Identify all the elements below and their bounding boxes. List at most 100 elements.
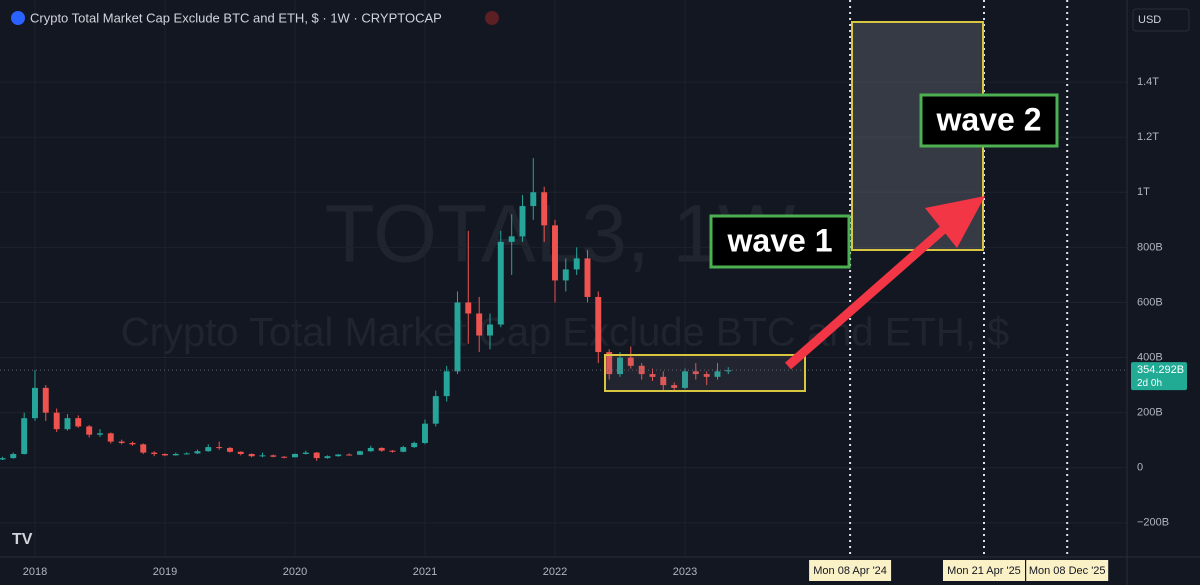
annotation-box bbox=[919, 93, 1059, 148]
candle-body bbox=[237, 451, 244, 454]
candle-body bbox=[140, 444, 147, 453]
date-marker-box bbox=[809, 560, 892, 581]
annotation-box bbox=[709, 214, 851, 269]
candle-body bbox=[487, 324, 493, 336]
candle-body bbox=[530, 192, 537, 207]
candle-body bbox=[86, 426, 93, 435]
symbol-icon bbox=[11, 11, 25, 25]
watermark-name: Crypto Total Market Cap Exclude BTC and … bbox=[121, 311, 1010, 355]
candle-body bbox=[606, 352, 613, 375]
candle-body bbox=[508, 236, 515, 242]
candle-body bbox=[227, 447, 233, 452]
candle-body bbox=[584, 258, 591, 297]
y-tick-label: 1.4T bbox=[1137, 76, 1159, 88]
last-price-label: 354.292B bbox=[1137, 364, 1184, 376]
candle-body bbox=[292, 453, 298, 458]
candle-body bbox=[324, 456, 331, 459]
candle-body bbox=[367, 447, 374, 452]
x-tick-label: 2018 bbox=[23, 566, 47, 578]
candle-body bbox=[205, 447, 212, 452]
annotation: wave 2 bbox=[936, 101, 1042, 137]
axes: −200B 0 200B 400B 600B 800B 1T 1.2T 1.4T 2018 2019… bbox=[23, 76, 1187, 581]
candle-body bbox=[183, 453, 190, 455]
candle-body bbox=[573, 258, 580, 270]
arrow-shaft bbox=[785, 224, 948, 370]
candle-body bbox=[476, 313, 483, 336]
x-tick-label: 2023 bbox=[673, 566, 697, 578]
candle-body bbox=[562, 269, 569, 281]
candle-body bbox=[552, 225, 558, 281]
candle-body bbox=[53, 412, 60, 430]
candles bbox=[0, 158, 1127, 461]
candle-body bbox=[682, 371, 688, 388]
date-marker-box bbox=[942, 560, 1025, 581]
alert-icon bbox=[485, 11, 499, 25]
y-tick-label: 200B bbox=[1137, 407, 1163, 419]
candle-body bbox=[519, 206, 526, 237]
currency[interactable]: USD bbox=[1138, 14, 1161, 26]
candle-body bbox=[389, 450, 396, 452]
candle-body bbox=[335, 454, 342, 457]
candle-body bbox=[302, 452, 309, 454]
logo: TV bbox=[12, 531, 33, 548]
y-tick-label: 0 bbox=[1137, 462, 1143, 474]
y-tick-label: 1.2T bbox=[1137, 131, 1159, 143]
candle-body bbox=[270, 455, 277, 457]
candle-body bbox=[595, 296, 602, 353]
candle-body bbox=[129, 442, 136, 445]
candle-body bbox=[400, 447, 407, 452]
candle-body bbox=[118, 441, 125, 443]
candle-body bbox=[151, 452, 158, 454]
candle-body bbox=[443, 371, 450, 397]
candle-body bbox=[216, 447, 223, 449]
y-tick-label: 1T bbox=[1137, 186, 1150, 198]
candle-body bbox=[357, 451, 363, 455]
candle-body bbox=[422, 423, 428, 443]
annotation: wave 1 bbox=[727, 222, 833, 258]
candle-body bbox=[454, 302, 461, 372]
y-tick-label: 600B bbox=[1137, 296, 1163, 308]
x-tick-label: 2019 bbox=[153, 566, 177, 578]
x-tick-label: 2021 bbox=[413, 566, 437, 578]
candle-body bbox=[21, 418, 28, 454]
candle-body bbox=[0, 458, 6, 460]
candle-body bbox=[725, 370, 732, 372]
x-tick-label: 2020 bbox=[283, 566, 307, 578]
candle-body bbox=[411, 442, 418, 448]
candle-body bbox=[97, 433, 103, 435]
candle-body bbox=[194, 451, 201, 454]
candle-body bbox=[248, 453, 255, 457]
candle-body bbox=[649, 374, 656, 377]
date-marker-label: Mon 08 Apr '24 bbox=[813, 565, 887, 577]
arrow-head bbox=[925, 196, 985, 248]
candle-body bbox=[107, 433, 114, 442]
date-marker-box bbox=[1026, 560, 1109, 581]
range-box bbox=[604, 354, 806, 392]
candle-body bbox=[32, 387, 38, 419]
candle-body bbox=[281, 456, 288, 458]
y-tick-label: 400B bbox=[1137, 351, 1163, 363]
date-marker-label: Mon 21 Apr '25 bbox=[947, 565, 1021, 577]
candle-body bbox=[259, 455, 266, 457]
chart-title: Crypto Total Market Cap Exclude BTC and … bbox=[30, 10, 442, 25]
candle-body bbox=[627, 357, 634, 366]
candle-body bbox=[172, 453, 179, 456]
y-tick-label: 800B bbox=[1137, 241, 1163, 253]
candle-body bbox=[465, 302, 472, 314]
y-tick-label: −200B bbox=[1137, 517, 1169, 529]
currency-box[interactable] bbox=[1132, 8, 1190, 32]
x-tick-label: 2022 bbox=[543, 566, 567, 578]
candle-body bbox=[541, 192, 548, 226]
candle-body bbox=[660, 376, 667, 386]
last-price-box bbox=[1131, 362, 1187, 391]
countdown: 2d 0h bbox=[1137, 378, 1162, 389]
candle-body bbox=[42, 387, 49, 413]
candle-body bbox=[313, 452, 320, 459]
candle-body bbox=[378, 447, 385, 451]
date-marker-label: Mon 08 Dec '25 bbox=[1029, 565, 1106, 577]
candle-body bbox=[617, 357, 623, 375]
candle-body bbox=[10, 453, 17, 459]
candle-body bbox=[692, 371, 699, 375]
